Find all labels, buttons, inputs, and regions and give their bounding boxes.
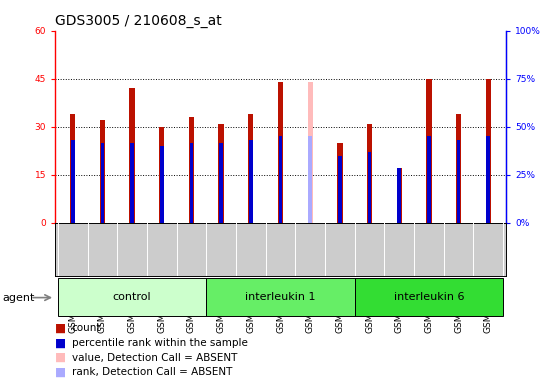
Text: ■: ■: [55, 351, 66, 364]
Bar: [249, 139, 252, 223]
Bar: [189, 117, 194, 223]
Bar: [278, 82, 283, 223]
Bar: [279, 136, 282, 223]
Bar: [426, 79, 432, 223]
Bar: [101, 143, 104, 223]
Text: percentile rank within the sample: percentile rank within the sample: [72, 338, 248, 348]
Text: interleukin 6: interleukin 6: [394, 291, 464, 302]
Bar: [337, 143, 343, 223]
Text: count: count: [72, 323, 101, 333]
Bar: [70, 114, 75, 223]
Text: control: control: [113, 291, 151, 302]
Text: rank, Detection Call = ABSENT: rank, Detection Call = ABSENT: [72, 367, 232, 377]
Bar: [218, 124, 224, 223]
Bar: [71, 139, 75, 223]
Bar: [248, 114, 254, 223]
Text: ■: ■: [55, 322, 66, 335]
Bar: [397, 168, 402, 223]
Text: value, Detection Call = ABSENT: value, Detection Call = ABSENT: [72, 353, 237, 362]
Text: ■: ■: [55, 366, 66, 379]
Bar: [367, 124, 372, 223]
Bar: [307, 82, 313, 223]
FancyBboxPatch shape: [58, 278, 206, 316]
Bar: [368, 152, 371, 223]
Bar: [338, 156, 342, 223]
Bar: [309, 136, 312, 223]
Bar: [486, 79, 491, 223]
Bar: [100, 120, 105, 223]
Bar: [160, 146, 163, 223]
FancyBboxPatch shape: [355, 278, 503, 316]
Text: interleukin 1: interleukin 1: [245, 291, 316, 302]
Bar: [130, 143, 134, 223]
Bar: [398, 168, 401, 223]
Bar: [190, 143, 193, 223]
Text: agent: agent: [3, 293, 35, 303]
Bar: [427, 136, 431, 223]
Bar: [129, 88, 135, 223]
Text: GDS3005 / 210608_s_at: GDS3005 / 210608_s_at: [55, 14, 222, 28]
Bar: [159, 127, 164, 223]
Bar: [486, 136, 490, 223]
Bar: [219, 143, 223, 223]
Text: ■: ■: [55, 336, 66, 349]
FancyBboxPatch shape: [206, 278, 355, 316]
Bar: [456, 114, 461, 223]
Bar: [456, 139, 460, 223]
